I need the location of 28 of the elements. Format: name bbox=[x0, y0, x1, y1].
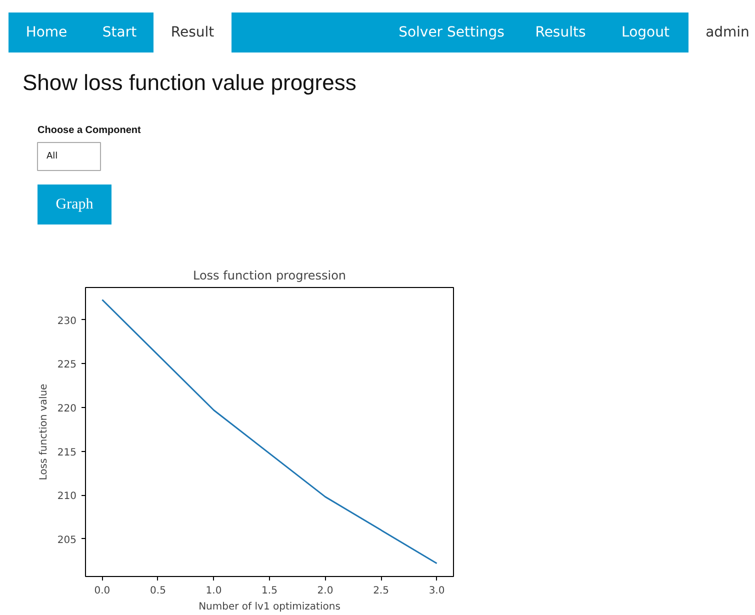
x-tick-label: 0.0 bbox=[94, 586, 110, 596]
text: Results bbox=[535, 24, 586, 40]
y-tick-label: 215 bbox=[57, 447, 77, 458]
text: admin bbox=[706, 24, 750, 40]
y-axis-title: Loss function value bbox=[38, 384, 50, 480]
x-tick-label: 2.5 bbox=[373, 586, 389, 596]
chart-title: Loss function progression bbox=[192, 268, 346, 282]
text: Home bbox=[26, 24, 68, 40]
x-tick-label: 0.5 bbox=[150, 586, 166, 596]
text: Choose a Component bbox=[38, 125, 142, 136]
text: Graph bbox=[56, 196, 94, 212]
text: Start bbox=[102, 24, 138, 40]
text: Show loss function value progress bbox=[22, 70, 356, 95]
x-tick-label: 3.0 bbox=[428, 586, 445, 596]
line-series bbox=[101, 299, 438, 564]
y-tick-label: 225 bbox=[57, 360, 77, 371]
y-tick-label: 230 bbox=[57, 316, 77, 327]
x-tick-label: 1.5 bbox=[262, 586, 278, 596]
x-tick-label: 2.0 bbox=[317, 586, 334, 596]
y-tick-label: 220 bbox=[57, 403, 77, 414]
text: Logout bbox=[622, 24, 670, 40]
text: Solver Settings bbox=[398, 24, 504, 40]
x-tick-label: 1.0 bbox=[206, 586, 222, 596]
y-tick-label: 210 bbox=[57, 491, 77, 502]
x-axis-title: Number of lv1 optimizations bbox=[198, 602, 340, 612]
text: Result bbox=[170, 24, 215, 40]
text: All bbox=[46, 152, 58, 162]
y-tick-label: 205 bbox=[57, 534, 77, 546]
